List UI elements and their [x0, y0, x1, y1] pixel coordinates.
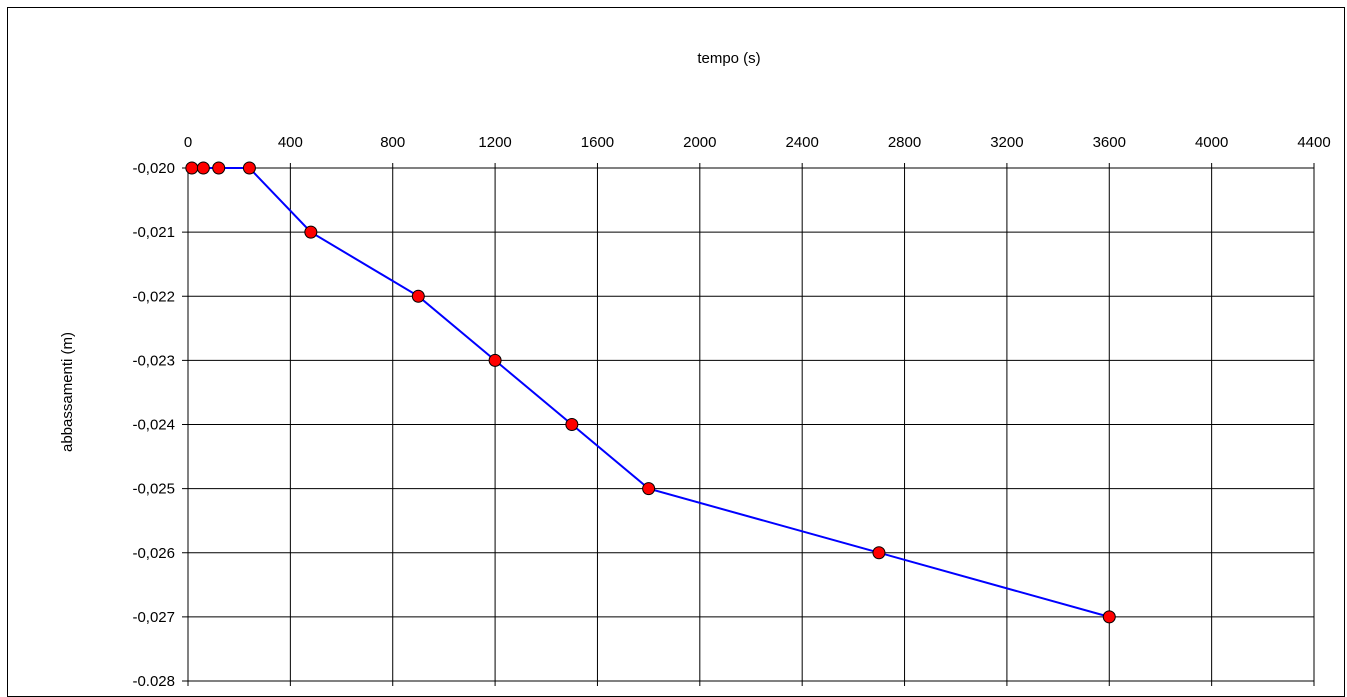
- y-tick-label: -0,026: [132, 545, 175, 562]
- y-tick-label: -0,022: [132, 288, 175, 305]
- y-tick-label: -0,021: [132, 224, 175, 241]
- data-point: [488, 353, 502, 367]
- data-point: [212, 161, 226, 175]
- x-tick-label: 800: [380, 134, 405, 151]
- y-tick-label: -0,025: [132, 481, 175, 498]
- data-point: [1102, 610, 1116, 624]
- x-tick-label: 2400: [785, 134, 818, 151]
- x-tick-label: 3200: [990, 134, 1023, 151]
- data-point: [196, 161, 210, 175]
- x-tick-labels: 0 400 800 1200 1600 2000 2400 2800 3200 3600 4000 4…: [184, 134, 1331, 151]
- data-point: [185, 161, 199, 175]
- x-tick-label: 0: [184, 134, 192, 151]
- x-tick-label: 400: [278, 134, 303, 151]
- y-tick-label: -0,028: [132, 673, 175, 686]
- x-tick-label: 1200: [478, 134, 511, 151]
- data-point: [304, 225, 318, 239]
- y-tick-label: -0,023: [132, 352, 175, 369]
- y-tick-labels: -0,020 -0,021 -0,022 -0,023 -0,024 -0,025 -0,0…: [132, 160, 175, 686]
- data-point: [411, 289, 425, 303]
- data-point: [565, 418, 579, 431]
- x-tick-label: 4400: [1297, 134, 1330, 151]
- x-tick-label: 2000: [683, 134, 716, 151]
- x-tick-label: 1600: [581, 134, 614, 151]
- y-axis-label: abbassamenti (m): [59, 332, 76, 452]
- data-point: [642, 482, 656, 496]
- series-line: [191, 167, 1110, 618]
- chart-frame: [7, 7, 1345, 697]
- y-tick-label: -0,020: [132, 160, 175, 177]
- data-point: [242, 161, 256, 175]
- x-tick-label: 2800: [888, 134, 921, 151]
- series: [185, 161, 1116, 624]
- data-point: [872, 546, 886, 560]
- axes: [182, 163, 1315, 686]
- x-tick-label: 4000: [1195, 134, 1228, 151]
- y-tick-label: -0,027: [132, 609, 175, 626]
- x-axis-label: tempo (s): [697, 50, 760, 67]
- y-tick-label: -0,024: [132, 417, 175, 434]
- grid: [187, 167, 1315, 686]
- x-tick-label: 3600: [1093, 134, 1126, 151]
